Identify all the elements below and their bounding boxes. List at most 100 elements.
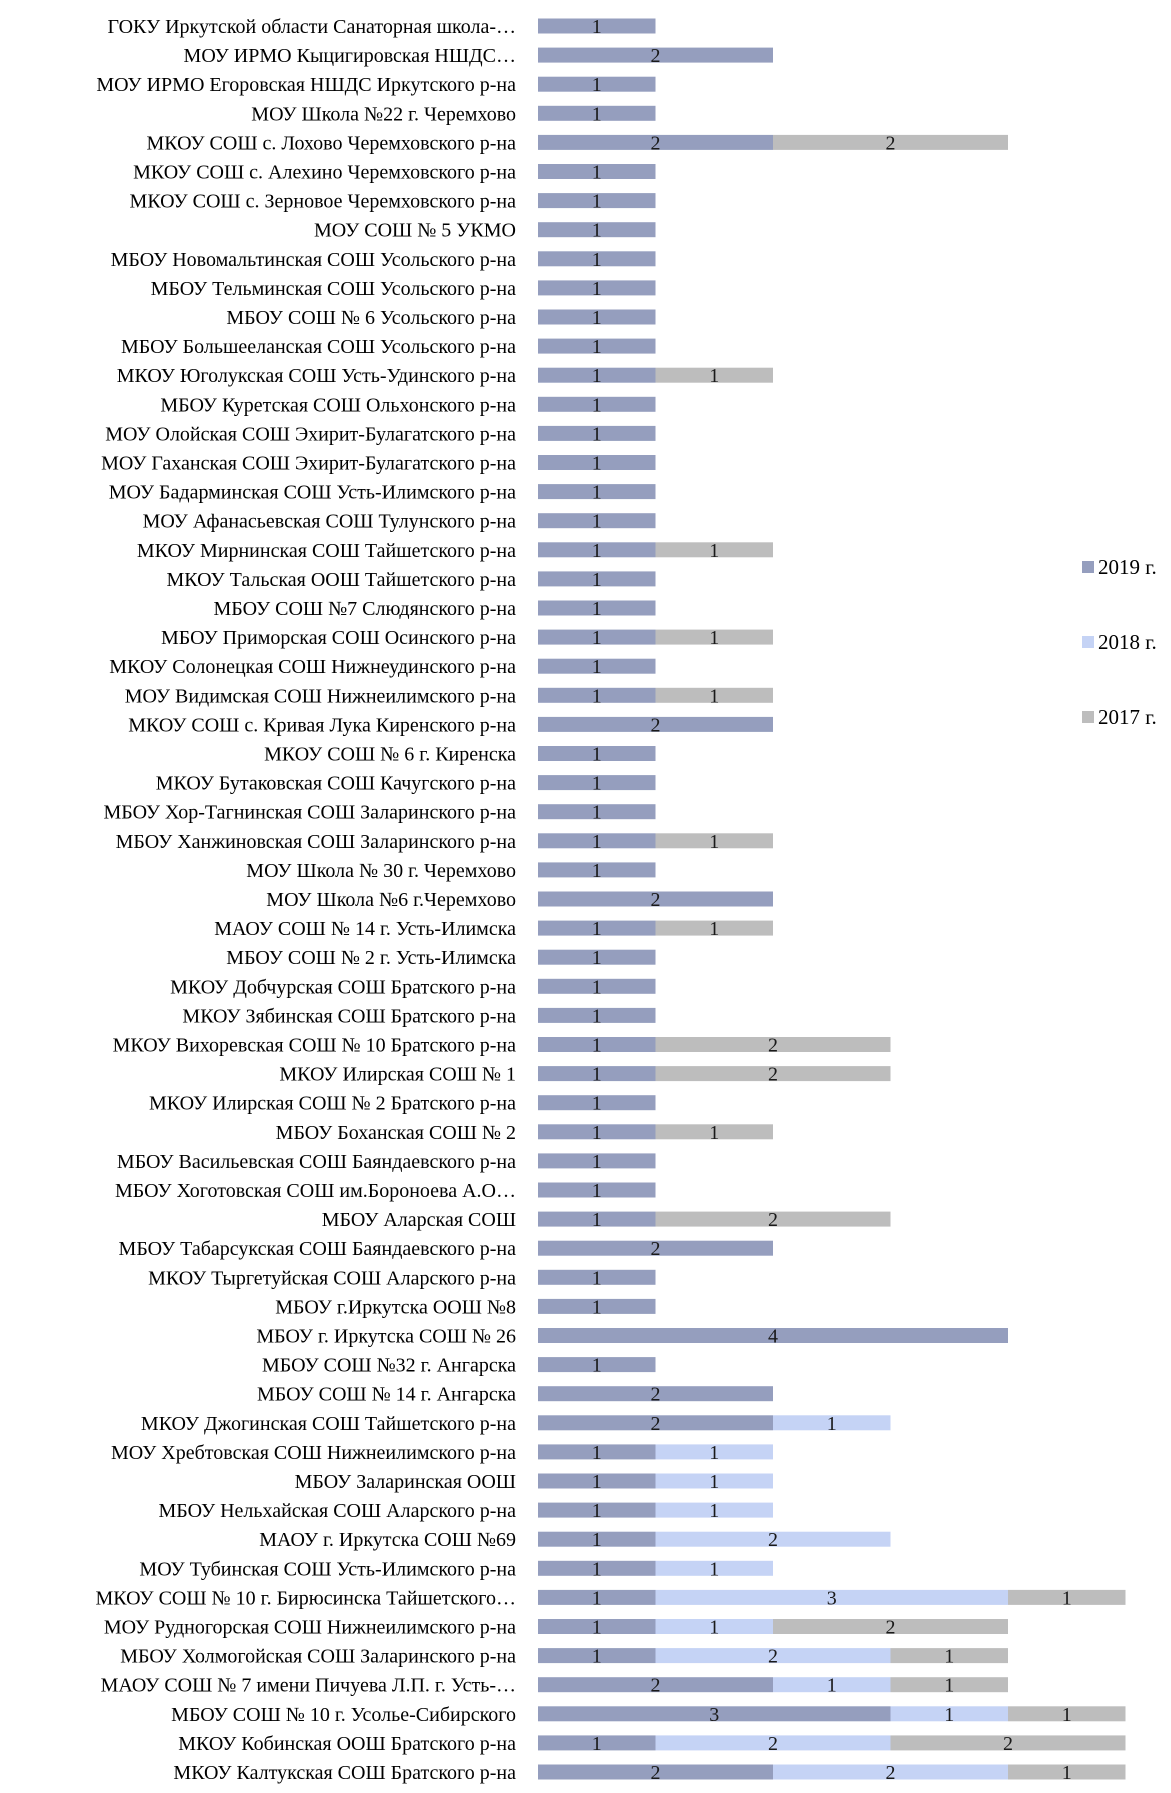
data-label: 2 bbox=[651, 714, 661, 736]
data-label: 1 bbox=[1062, 1704, 1072, 1726]
category-label: МОУ Бадарминская СОШ Усть-Илимского р-на bbox=[109, 482, 516, 504]
category-label: МБОУ Ханжиновская СОШ Заларинского р-на bbox=[116, 831, 516, 853]
data-label: 1 bbox=[592, 1093, 602, 1115]
data-label: 2 bbox=[886, 132, 896, 154]
category-label: МБОУ Новомальтинская СОШ Усольского р-на bbox=[111, 249, 516, 271]
category-label: МБОУ Васильевская СОШ Баяндаевского р-на bbox=[117, 1151, 516, 1173]
category-label: МКОУ СОШ с. Лохово Черемховского р-на bbox=[146, 132, 516, 154]
data-label: 1 bbox=[592, 947, 602, 969]
data-label: 3 bbox=[709, 1704, 719, 1726]
data-label: 1 bbox=[592, 365, 602, 387]
bars-layer bbox=[538, 18, 1126, 1780]
category-label: МКОУ СОШ с. Алехино Черемховского р-на bbox=[133, 162, 516, 184]
bar-segment-1 bbox=[538, 1240, 773, 1256]
data-label: 1 bbox=[827, 1675, 837, 1697]
category-label: МБОУ Боханская СОШ № 2 bbox=[276, 1122, 516, 1144]
bar-segment-3 bbox=[655, 367, 773, 383]
bar-segment-1 bbox=[538, 1677, 773, 1693]
data-label: 1 bbox=[592, 249, 602, 271]
bar-segment-1 bbox=[538, 1124, 656, 1140]
bar-segment-1 bbox=[538, 1764, 773, 1780]
bar-segment-3 bbox=[890, 1735, 1126, 1751]
data-label: 1 bbox=[944, 1675, 954, 1697]
data-label: 1 bbox=[592, 976, 602, 998]
data-label: 1 bbox=[592, 598, 602, 620]
data-label: 1 bbox=[592, 394, 602, 416]
data-label: 2 bbox=[651, 1762, 661, 1784]
bar-segment-1 bbox=[538, 1037, 656, 1052]
data-label: 1 bbox=[944, 1646, 954, 1668]
data-label: 1 bbox=[592, 74, 602, 96]
category-label: МОУ Школа № 30 г. Черемхово bbox=[246, 860, 516, 882]
category-label: МБОУ Табарсукская СОШ Баяндаевского р-на bbox=[119, 1238, 517, 1260]
bar-segment-1 bbox=[538, 1182, 656, 1198]
category-label: МОУ Видимская СОШ Нижнеилимского р-на bbox=[125, 685, 516, 707]
data-label: 2 bbox=[768, 1733, 778, 1755]
category-label: МБОУ СОШ №7 Слюдянского р-на bbox=[214, 598, 517, 620]
category-label: МБОУ СОШ №32 г. Ангарска bbox=[262, 1355, 516, 1377]
bar-segment-2 bbox=[655, 1473, 773, 1489]
bar-segment-2 bbox=[655, 1502, 773, 1518]
data-label: 1 bbox=[592, 1035, 602, 1057]
category-label: МБОУ СОШ № 14 г. Ангарска bbox=[257, 1384, 516, 1406]
bar-segment-1 bbox=[538, 251, 656, 267]
data-label: 1 bbox=[827, 1413, 837, 1435]
category-label: МОУ Афанасьевская СОШ Тулунского р-на bbox=[143, 511, 517, 533]
bar-segment-1 bbox=[538, 1531, 656, 1547]
data-label: 1 bbox=[592, 1296, 602, 1318]
category-label: МБОУ г. Иркутска СОШ № 26 bbox=[256, 1326, 516, 1348]
category-label: МОУ Школа №6 г.Черемхово bbox=[266, 889, 516, 911]
bar-segment-1 bbox=[538, 542, 656, 558]
bar-segment-3 bbox=[1008, 1589, 1126, 1605]
category-label: МАОУ СОШ № 14 г. Усть-Илимска bbox=[214, 918, 516, 940]
bar-segment-1 bbox=[538, 425, 656, 441]
legend-label: 2017 г. bbox=[1098, 705, 1157, 729]
bar-segment-1 bbox=[538, 1589, 656, 1605]
bar-segment-1 bbox=[538, 1328, 1008, 1343]
bar-segment-1 bbox=[538, 687, 656, 703]
data-label: 2 bbox=[768, 1646, 778, 1668]
category-label: МОУ Тубинская СОШ Усть-Илимского р-на bbox=[139, 1558, 516, 1580]
bar-segment-1 bbox=[538, 1560, 656, 1576]
bar-segment-1 bbox=[538, 804, 656, 820]
data-label: 1 bbox=[1062, 1587, 1072, 1609]
data-label: 2 bbox=[651, 1384, 661, 1406]
category-label: МКОУ Бутаковская СОШ Качугского р-на bbox=[156, 773, 516, 795]
data-label: 1 bbox=[592, 336, 602, 358]
bar-segment-1 bbox=[538, 1415, 773, 1431]
bar-segment-1 bbox=[538, 513, 656, 529]
category-label: МОУ Школа №22 г. Черемхово bbox=[251, 103, 516, 125]
bar-segment-2 bbox=[655, 1589, 1008, 1605]
category-label: МКОУ Тальская ООШ Тайшетского р-на bbox=[167, 569, 517, 591]
legend: 2019 г. 2018 г. 2017 г. bbox=[1082, 555, 1157, 729]
bar-segment-1 bbox=[538, 105, 656, 121]
bar-segment-3 bbox=[655, 1066, 891, 1082]
bar-segment-1 bbox=[538, 775, 656, 791]
data-label: 4 bbox=[768, 1326, 778, 1348]
data-label: 1 bbox=[592, 1151, 602, 1173]
data-label: 1 bbox=[592, 860, 602, 882]
category-label: ГОКУ Иркутской области Санаторная школа-… bbox=[108, 16, 517, 38]
bar-segment-1 bbox=[538, 1211, 656, 1227]
data-label: 1 bbox=[709, 831, 719, 853]
data-label: 2 bbox=[768, 1529, 778, 1551]
category-label: МАОУ СОШ № 7 имени Пичуева Л.П. г. Усть-… bbox=[101, 1675, 516, 1697]
bar-segment-1 bbox=[538, 833, 656, 849]
category-label: МКОУ Мирнинская СОШ Тайшетского р-на bbox=[137, 540, 516, 562]
bar-segment-1 bbox=[538, 1735, 656, 1751]
category-label: МКОУ СОШ с. Зерновое Черемховского р-на bbox=[130, 191, 517, 213]
data-label: 1 bbox=[709, 365, 719, 387]
category-label: МОУ ИРМО Кыцигировская НШДС… bbox=[184, 45, 516, 67]
data-label: 1 bbox=[709, 1471, 719, 1493]
category-label: МБОУ СОШ № 6 Усольского р-на bbox=[226, 307, 516, 329]
bar-segment-1 bbox=[538, 280, 656, 296]
bar-segment-3 bbox=[655, 920, 773, 936]
data-label: 1 bbox=[592, 1064, 602, 1086]
data-label: 1 bbox=[709, 918, 719, 940]
bar-segment-1 bbox=[538, 1648, 656, 1664]
data-label: 1 bbox=[592, 1646, 602, 1668]
data-label: 1 bbox=[592, 831, 602, 853]
category-label: МБОУ Заларинская ООШ bbox=[295, 1471, 516, 1493]
bar-segment-3 bbox=[773, 1619, 1008, 1634]
